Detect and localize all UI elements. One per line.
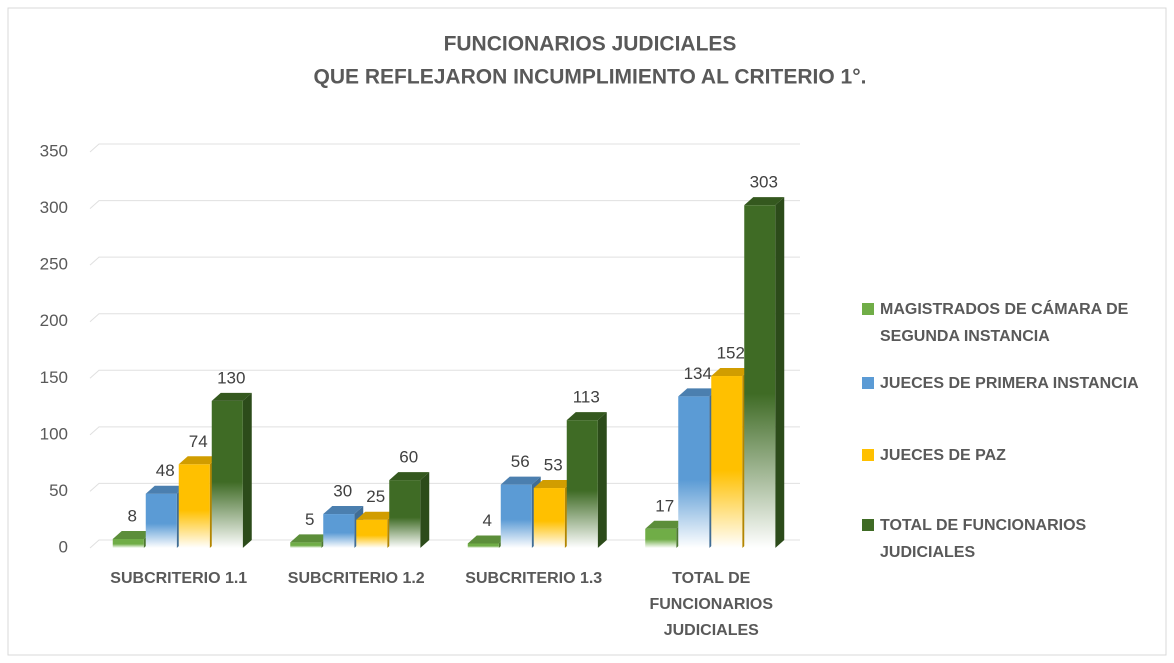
value-label: 152	[717, 344, 745, 363]
value-label: 8	[128, 506, 137, 525]
legend-label: JUECES DE PRIMERA INSTANCIA	[880, 375, 1139, 392]
bar	[389, 472, 430, 548]
value-label: 30	[333, 482, 352, 501]
legend-label: MAGISTRADOS DE CÁMARA DE SEGUNDA INSTANC…	[880, 301, 1129, 345]
x-tick-label: SUBCRITERIO 1.2	[287, 570, 425, 587]
bar-front	[744, 205, 776, 549]
bar-side	[420, 472, 430, 548]
y-tick-label: 50	[49, 481, 68, 500]
chart-title: FUNCIONARIOS JUDICIALES	[444, 33, 737, 56]
bar-top	[112, 530, 153, 539]
bar-top	[178, 456, 219, 465]
bar-front	[211, 400, 243, 548]
value-label: 4	[483, 511, 492, 530]
y-tick-label: 150	[40, 368, 68, 387]
bar-front	[500, 484, 532, 548]
bar-top	[645, 520, 686, 529]
bar-top	[290, 534, 331, 543]
bar-top	[566, 412, 607, 421]
x-tick-label: SUBCRITERIO 1.3	[465, 570, 603, 587]
legend-label: TOTAL DE FUNCIONARIOS JUDICIALES	[880, 517, 1087, 561]
value-label: 134	[684, 364, 712, 383]
y-tick-label: 200	[40, 311, 68, 330]
bar-side	[242, 392, 252, 548]
bar-top	[711, 368, 752, 377]
bar	[566, 412, 607, 548]
bar-front	[178, 464, 210, 548]
y-tick-label: 350	[40, 141, 68, 160]
grid-line	[89, 200, 800, 209]
y-tick-label: 250	[40, 255, 68, 274]
grid-line	[89, 426, 800, 436]
value-label: 303	[750, 173, 778, 192]
value-label: 60	[399, 448, 418, 467]
legend-marker	[862, 303, 874, 315]
bar-front	[533, 488, 565, 548]
value-label: 56	[511, 452, 530, 471]
chart-title: QUE REFLEJARON INCUMPLIMIENTO AL CRITERI…	[314, 66, 867, 89]
value-label: 25	[366, 487, 385, 506]
bar-front	[389, 480, 421, 548]
bar-front	[467, 543, 499, 548]
legend-marker	[862, 449, 874, 461]
bar-top	[356, 511, 397, 520]
bar-top	[744, 197, 785, 206]
bar-side	[775, 197, 785, 549]
value-label: 130	[217, 368, 245, 387]
value-label: 5	[305, 510, 314, 529]
bar-front	[323, 514, 355, 548]
legend-label: JUECES DE PAZ	[880, 447, 1006, 464]
bar-front	[356, 519, 388, 548]
grid-line	[89, 256, 800, 266]
y-tick-label: 100	[40, 424, 68, 443]
bar	[744, 197, 785, 549]
bar-top	[500, 476, 541, 485]
bar-top	[211, 392, 252, 401]
value-label: 113	[573, 388, 600, 407]
bar-top	[678, 388, 719, 397]
x-tick-label: TOTAL DE FUNCIONARIOS JUDICIALES	[649, 570, 774, 639]
bar	[211, 392, 252, 548]
x-tick-label: SUBCRITERIO 1.1	[110, 570, 248, 587]
bar-top	[389, 472, 430, 481]
bar-front	[566, 420, 598, 548]
grid-line	[89, 369, 800, 379]
bar-side	[597, 412, 607, 548]
bar-top	[323, 506, 364, 515]
value-label: 17	[655, 496, 674, 515]
bar-top	[467, 535, 508, 544]
grid-line	[89, 313, 800, 323]
grid-line	[89, 143, 800, 153]
bar-front	[678, 396, 710, 548]
bar-top	[145, 485, 186, 494]
y-tick-label: 300	[40, 198, 68, 217]
value-label: 53	[544, 456, 563, 475]
bar-top	[533, 480, 574, 489]
bar-front	[290, 542, 322, 548]
value-label: 74	[189, 432, 208, 451]
bar-front	[145, 493, 177, 548]
legend-marker	[862, 377, 874, 389]
y-tick-label: 0	[59, 537, 68, 556]
bar-front	[645, 528, 677, 548]
bar-front	[112, 538, 144, 548]
bar-front	[711, 376, 743, 548]
value-label: 48	[156, 461, 175, 480]
legend-marker	[862, 519, 874, 531]
